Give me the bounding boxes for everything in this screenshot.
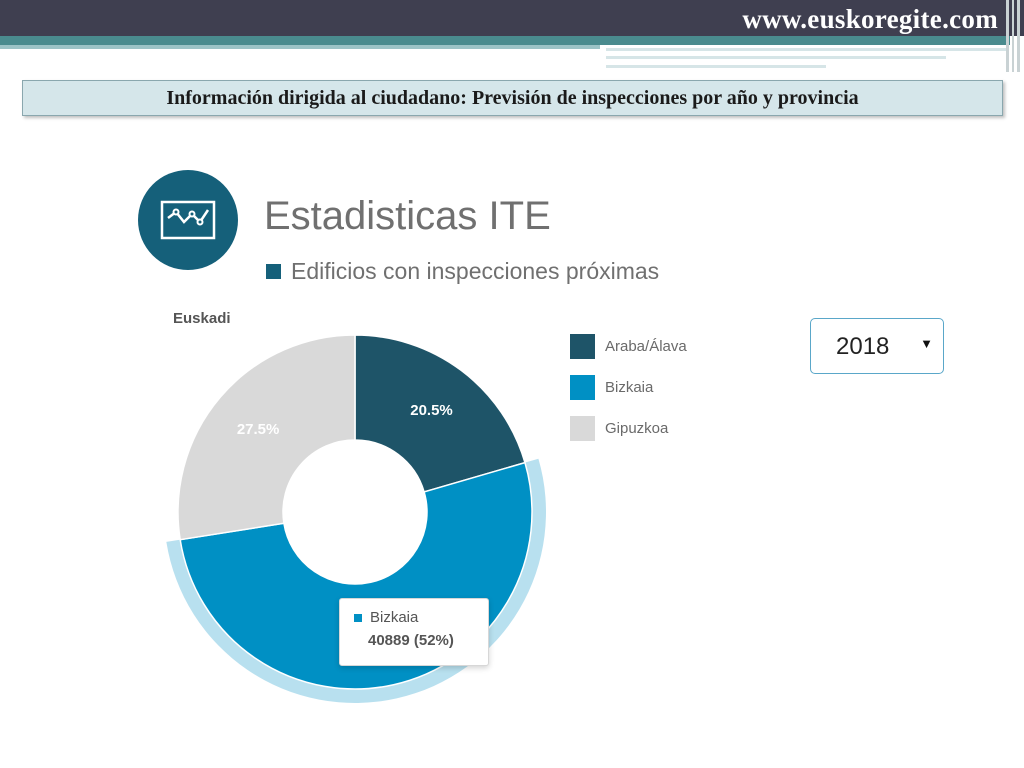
tooltip-swatch <box>354 613 362 622</box>
pie-slice-araba-lava[interactable] <box>354 334 526 493</box>
header-decor-line <box>606 56 946 59</box>
header-decor-bar <box>1006 0 1009 72</box>
page-banner: Información dirigida al ciudadano: Previ… <box>22 80 1003 116</box>
slice-label-araba-lava: 20.5% <box>410 402 453 419</box>
header-decor-line <box>606 65 826 68</box>
legend-item-araba-lava[interactable]: Araba/Álava <box>570 334 687 359</box>
legend-swatch <box>570 416 595 441</box>
header-decor-line <box>606 48 1006 51</box>
line-chart-icon <box>138 170 238 270</box>
legend-item-bizkaia[interactable]: Bizkaia <box>570 375 687 400</box>
header-accent-line <box>0 45 600 49</box>
pie-slice-gipuzkoa[interactable] <box>177 334 356 541</box>
year-select[interactable]: 2018 ▼ <box>810 318 944 374</box>
legend-label: Gipuzkoa <box>605 420 669 437</box>
year-value: 2018 <box>836 333 890 360</box>
legend-swatch <box>570 375 595 400</box>
legend-label: Araba/Álava <box>605 338 687 355</box>
slice-label-gipuzkoa: 27.5% <box>237 421 280 438</box>
dropdown-caret-icon: ▼ <box>920 336 933 351</box>
top-header-bar <box>0 0 1024 36</box>
region-label: Euskadi <box>173 310 231 327</box>
series-swatch <box>266 264 281 279</box>
tooltip-value: 40889 (52%) <box>368 632 454 649</box>
chart-title: Estadisticas ITE <box>264 194 551 238</box>
tooltip-series: Bizkaia <box>370 609 419 626</box>
header-accent-stripe <box>0 36 1010 45</box>
chart-legend: Araba/Álava Bizkaia Gipuzkoa <box>570 334 687 457</box>
series-legend: Edificios con inspecciones próximas <box>266 258 659 285</box>
legend-item-gipuzkoa[interactable]: Gipuzkoa <box>570 416 687 441</box>
series-name: Edificios con inspecciones próximas <box>291 258 660 284</box>
site-url[interactable]: www.euskoregite.com <box>742 4 998 34</box>
header-decor-bar <box>1012 0 1014 72</box>
chart-tooltip: Bizkaia 40889 (52%) <box>339 598 489 666</box>
legend-label: Bizkaia <box>605 379 654 396</box>
legend-swatch <box>570 334 595 359</box>
banner-text: Información dirigida al ciudadano: Previ… <box>166 86 859 109</box>
header-decor-bar <box>1017 0 1020 72</box>
